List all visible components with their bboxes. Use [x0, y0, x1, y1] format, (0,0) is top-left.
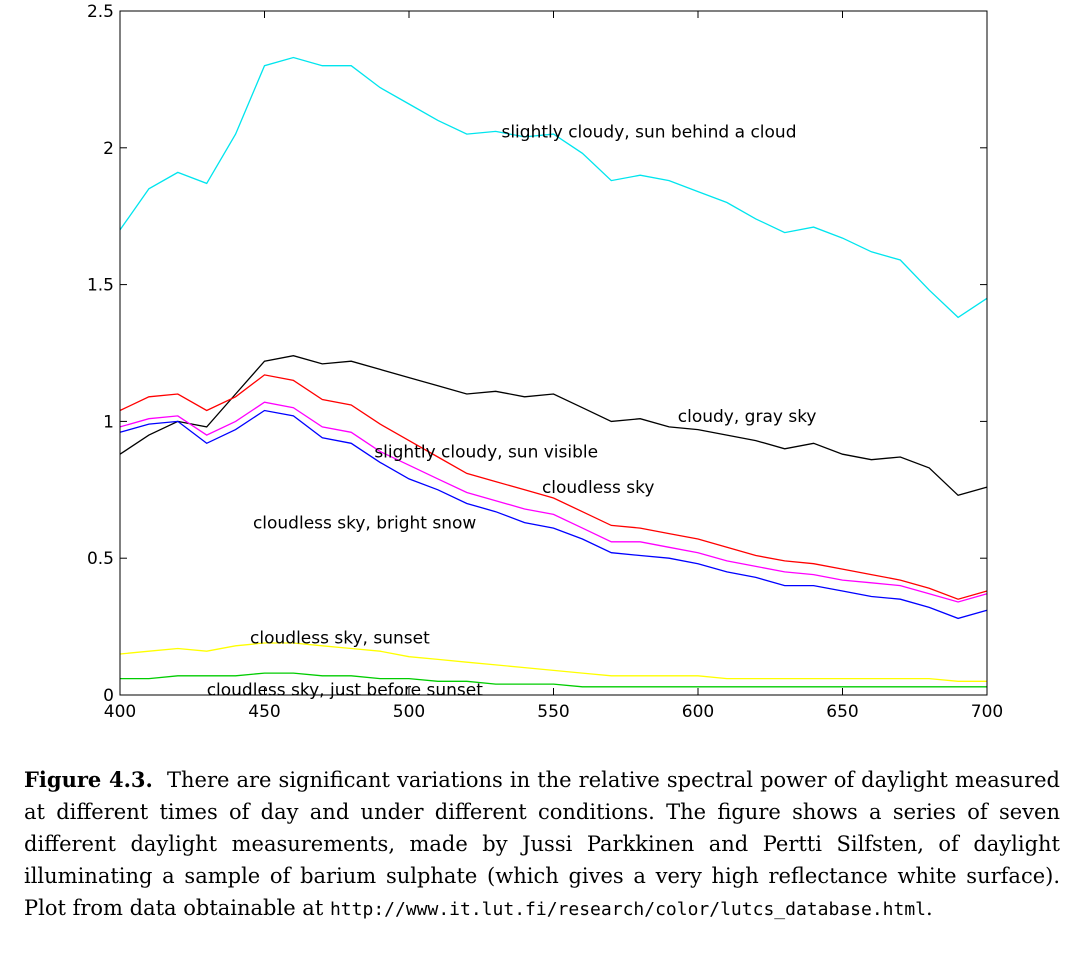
figure-label: Figure 4.3. [24, 767, 153, 792]
x-tick-label: 500 [393, 702, 425, 722]
curve-label: cloudless sky, bright snow [253, 514, 476, 534]
series-line-6 [120, 672, 987, 688]
curve-label: cloudless sky, just before sunset [207, 681, 484, 701]
y-tick-label: 1 [103, 412, 114, 432]
figure-caption: Figure 4.3. There are significant variat… [24, 764, 1060, 926]
caption-url: http://www.it.lut.fi/research/color/lutc… [329, 899, 926, 920]
y-tick-label: 2.5 [87, 2, 114, 22]
x-tick-label: 400 [104, 702, 136, 722]
series-line-4 [119, 409, 988, 620]
series-line-3 [119, 401, 988, 603]
axes-frame [119, 10, 988, 696]
x-tick-label: 700 [971, 702, 1003, 722]
curve-annotations: slightly cloudy, sun behind a cloud cloud… [207, 122, 817, 700]
axis-ticks: 400 450 500 550 600 650 700 0 0.5 1 1.5 2 2.5 [87, 2, 1003, 722]
y-tick-label: 0 [103, 686, 114, 706]
series-line-5 [119, 642, 987, 682]
curve-label: slightly cloudy, sun visible [374, 442, 598, 462]
y-tick-label: 2 [103, 139, 114, 159]
x-tick-label: 600 [682, 702, 714, 722]
series-line-2 [119, 374, 988, 600]
x-tick-label: 450 [248, 702, 280, 722]
curve-label: cloudy, gray sky [678, 407, 817, 427]
plot-lines [119, 56, 988, 688]
curve-label: slightly cloudy, sun behind a cloud [501, 122, 796, 142]
series-line-0 [119, 56, 988, 319]
caption-text: There are significant variations in the … [24, 768, 1060, 920]
spectral-power-chart: 400 450 500 550 600 650 700 0 0.5 1 1.5 2 2.5 slight… [87, 2, 1003, 722]
caption-end: . [926, 896, 933, 920]
y-tick-label: 0.5 [87, 549, 114, 569]
curve-label: cloudless sky, sunset [250, 629, 430, 649]
curve-label: cloudless sky [542, 478, 655, 498]
y-tick-label: 1.5 [87, 276, 114, 296]
x-tick-label: 650 [826, 702, 858, 722]
series-line-1 [119, 355, 988, 497]
x-tick-label: 550 [537, 702, 569, 722]
